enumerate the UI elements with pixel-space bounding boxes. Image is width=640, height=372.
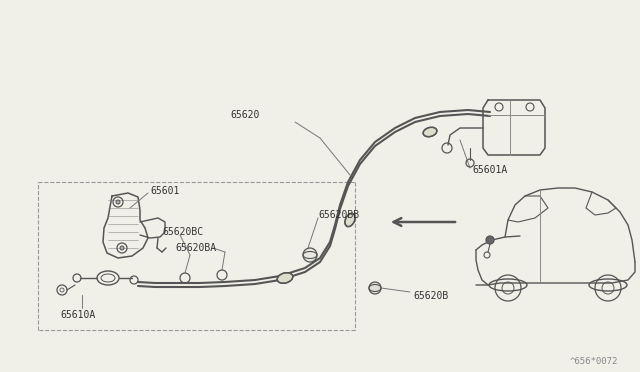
Circle shape: [486, 236, 494, 244]
Text: 65620BA: 65620BA: [175, 243, 216, 253]
Circle shape: [303, 248, 317, 262]
Text: ^656*0072: ^656*0072: [570, 357, 618, 366]
Text: 65620: 65620: [230, 110, 259, 120]
Text: 65620B: 65620B: [413, 291, 448, 301]
Ellipse shape: [423, 127, 437, 137]
Ellipse shape: [277, 273, 293, 283]
Ellipse shape: [345, 214, 355, 227]
Circle shape: [120, 246, 124, 250]
Circle shape: [369, 282, 381, 294]
Text: 65620BC: 65620BC: [162, 227, 203, 237]
Text: 65601: 65601: [150, 186, 179, 196]
Circle shape: [116, 200, 120, 204]
Text: 65601A: 65601A: [472, 165, 508, 175]
Text: 65620BB: 65620BB: [318, 210, 359, 220]
Text: 65610A: 65610A: [60, 310, 95, 320]
